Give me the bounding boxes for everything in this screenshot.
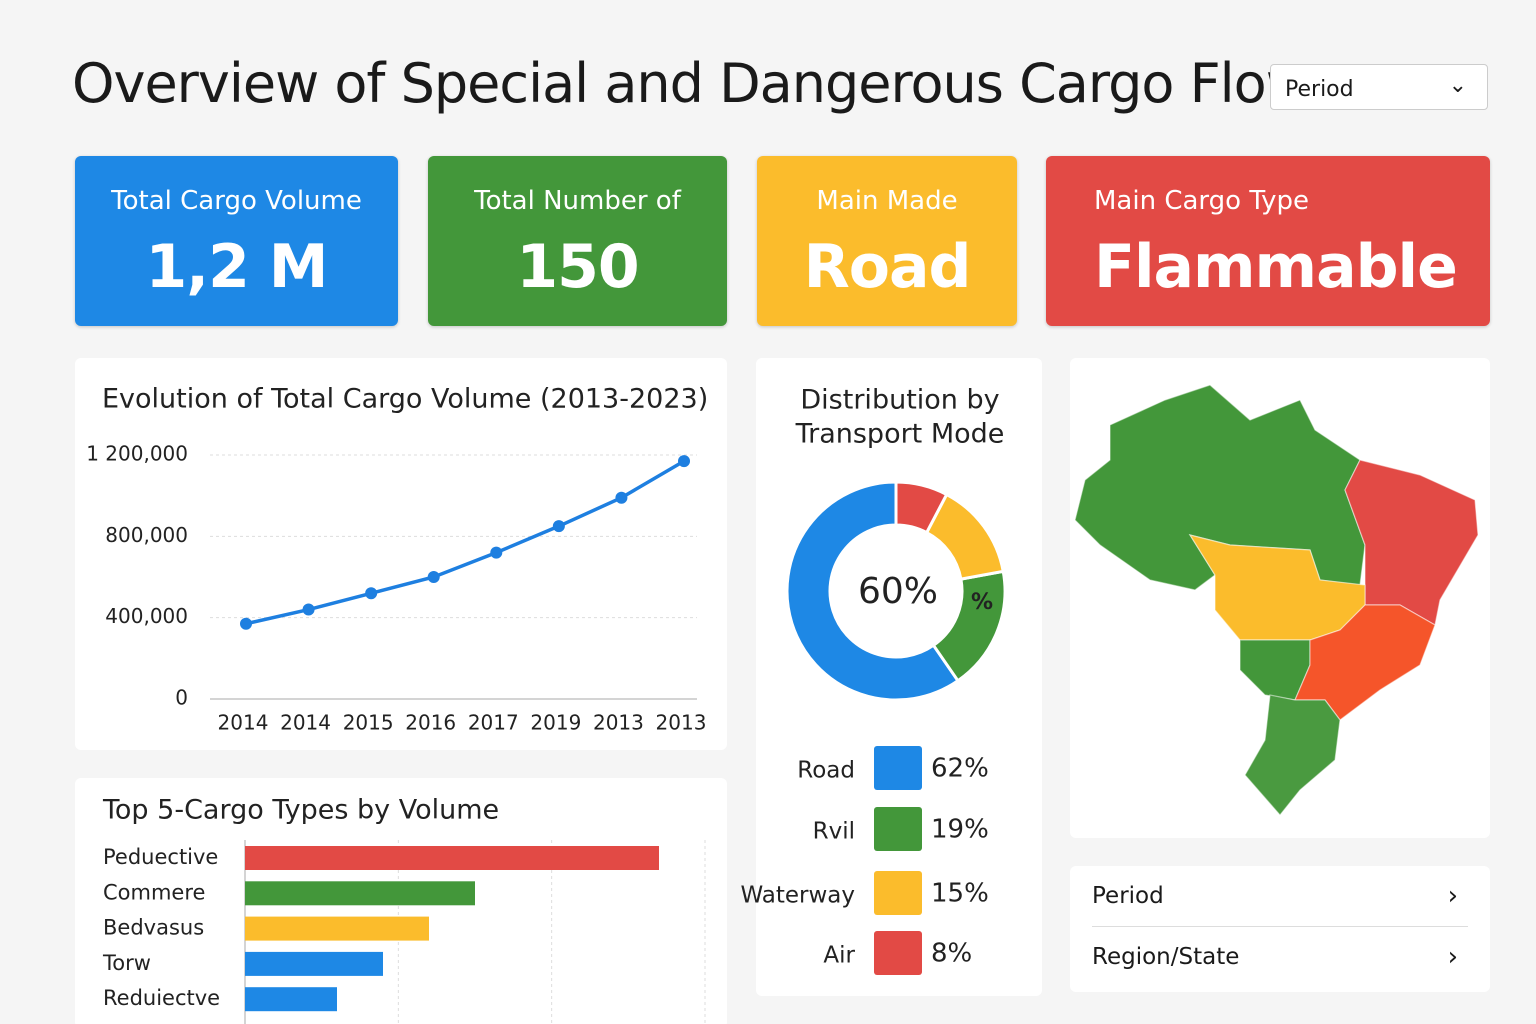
legend-label: Air (823, 943, 855, 969)
kpi-label: Total Cargo Volume (111, 186, 362, 216)
y-tick-label: Commere (103, 880, 205, 904)
kpi-card: Main Cargo Type Flammable (1046, 156, 1490, 326)
segment-label: % (971, 590, 993, 615)
legend-value: 15% (931, 879, 989, 909)
x-tick-label: 2014 (218, 711, 269, 735)
line-point (490, 546, 503, 559)
legend-swatch (874, 746, 922, 790)
chart-title: Evolution of Total Cargo Volume (2013-20… (102, 384, 708, 415)
bar (245, 881, 475, 906)
line-point (678, 455, 690, 468)
donut-segment (785, 480, 961, 702)
filter-row[interactable]: Region/State › (1092, 927, 1468, 987)
kpi-card: Total Number of 150 (428, 156, 727, 326)
y-tick-label: 1 200,000 (86, 442, 188, 466)
line-point (365, 587, 378, 600)
line-point (427, 571, 440, 583)
dropdown-label: Period (1285, 77, 1354, 102)
y-tick-label: Bedvasus (103, 916, 204, 940)
kpi-card: Main Made Road (757, 156, 1017, 326)
y-tick-label: Peduective (103, 845, 218, 869)
legend-value: 62% (931, 754, 989, 784)
kpi-label: Total Number of (474, 186, 681, 216)
chevron: › (1447, 942, 1458, 972)
chart-title: Transport Mode (795, 419, 1005, 450)
period-dropdown[interactable]: Period ⌄ (1270, 64, 1488, 110)
donut-center-label: 60% (858, 571, 938, 612)
filter-label: Period (1092, 883, 1164, 909)
y-tick-label: 400,000 (105, 604, 188, 628)
kpi-label: Main Made (816, 186, 958, 216)
y-tick-label: Torw (102, 951, 151, 975)
map (1074, 384, 1479, 816)
legend-label: Waterway (740, 883, 855, 909)
line-point (552, 520, 565, 533)
dropdown-arrow: ⌄ (1448, 73, 1467, 98)
bar (245, 846, 659, 870)
x-tick-label: 2019 (530, 711, 581, 735)
line-point (302, 603, 315, 616)
line-point (240, 617, 252, 630)
x-tick-label: 2015 (343, 711, 394, 735)
chart-title: Distribution by (800, 385, 999, 416)
x-tick-label: 2016 (405, 711, 456, 735)
bar (245, 916, 429, 941)
legend-swatch (874, 871, 922, 915)
kpi-label: Main Cargo Type (1094, 186, 1310, 216)
legend-value: 19% (931, 815, 989, 845)
chevron: › (1447, 881, 1458, 911)
map-region (1244, 694, 1341, 816)
legend-label: Rvil (813, 819, 855, 845)
legend-swatch (874, 807, 922, 851)
bar (245, 951, 383, 976)
x-tick-label: 2013 (656, 711, 707, 735)
legend-swatch (874, 931, 922, 975)
filter-row[interactable]: Period › (1092, 866, 1468, 927)
kpi-value: Flammable (1094, 232, 1458, 302)
card (75, 358, 727, 750)
y-tick-label: 800,000 (105, 523, 188, 547)
filter-label: Region/State (1092, 944, 1240, 970)
kpi-value: 1,2 M (145, 232, 329, 302)
kpi-card: Total Cargo Volume 1,2 M (75, 156, 398, 326)
line-point (615, 491, 628, 504)
page-title: Overview of Special and Dangerous Cargo … (72, 52, 1310, 115)
y-tick-label: 0 (175, 686, 188, 710)
x-tick-label: 2017 (468, 711, 519, 735)
filter-panel: Period › Region/State › (1070, 866, 1490, 992)
y-tick-label: Reduiectve (103, 986, 220, 1010)
legend-value: 8% (931, 939, 972, 969)
chart-title: Top 5-Cargo Types by Volume (102, 795, 499, 826)
legend-label: Road (797, 758, 855, 784)
donut-segment (894, 480, 949, 535)
kpi-value: 150 (516, 232, 639, 302)
x-tick-label: 2013 (593, 711, 644, 735)
line-series (245, 459, 685, 626)
x-tick-label: 2014 (280, 711, 331, 735)
kpi-value: Road (803, 232, 972, 302)
bar (245, 987, 337, 1012)
